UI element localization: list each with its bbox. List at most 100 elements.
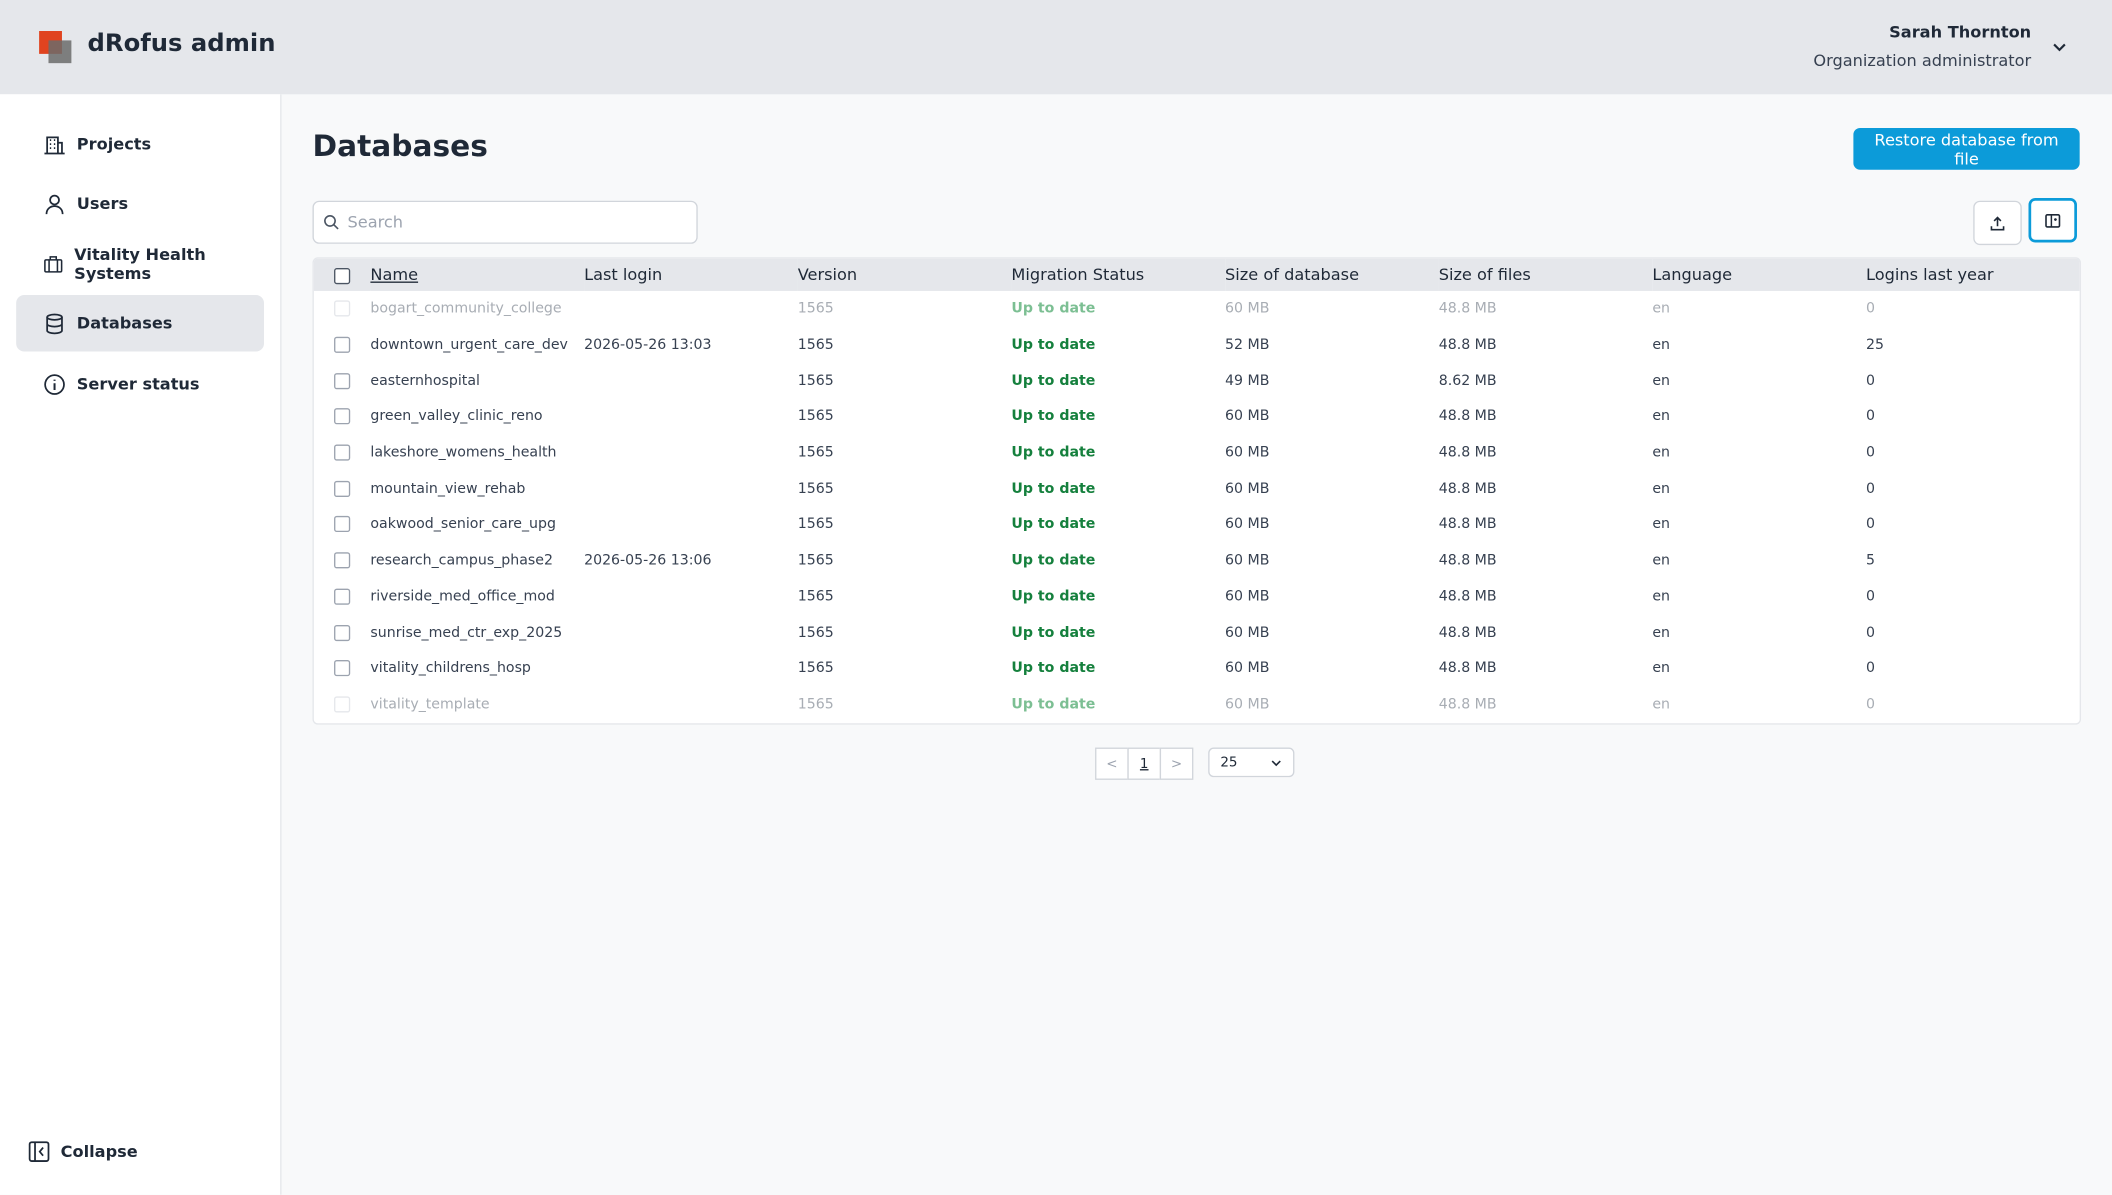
cell: 60 MB [1225, 588, 1270, 605]
checkbox[interactable] [334, 516, 351, 533]
table-row: vitality_template 1565 Up to date 60 MB 48.8… [314, 686, 2080, 722]
cell: 25 [1866, 336, 1885, 353]
nav-item[interactable]: Server status [16, 356, 264, 413]
row-select[interactable] [314, 579, 371, 615]
checkbox[interactable] [334, 660, 351, 677]
cell: 1565 [797, 300, 834, 317]
cell: en [1652, 552, 1671, 569]
user-role: Organization administrator [1813, 51, 2032, 71]
cell: 1565 [797, 660, 834, 677]
cell: Up to date [1011, 372, 1096, 389]
search-input[interactable]: Search [312, 200, 698, 244]
next-page[interactable]: > [1159, 747, 1194, 780]
cell: 0 [1866, 408, 1876, 425]
checkbox[interactable] [334, 408, 351, 425]
cell: 1565 [797, 372, 834, 389]
table-row[interactable]: lakeshore_womens_health 1565 Up to date 60 … [314, 435, 2080, 471]
nav-label: Server status [76, 374, 200, 394]
table-row[interactable]: green_valley_clinic_reno 1565 Up to date 60… [314, 399, 2080, 435]
cell: 60 MB [1225, 660, 1270, 677]
table-row[interactable]: vitality_childrens_hosp 1565 Up to date 60 … [314, 650, 2080, 686]
checkbox[interactable] [334, 336, 351, 353]
column-label: Version [797, 265, 858, 285]
cell: 0 [1866, 516, 1876, 533]
checkbox[interactable] [334, 552, 351, 569]
nav-item[interactable]: Databases [16, 294, 265, 352]
cell: 1565 [797, 480, 834, 497]
row-select[interactable] [314, 363, 371, 399]
cell: 0 [1866, 696, 1876, 713]
cell: easternhospital [370, 372, 480, 389]
pagination: < 1 > [1095, 747, 1194, 780]
cell: 1565 [797, 516, 834, 533]
row-select[interactable] [314, 507, 371, 543]
row-select[interactable] [314, 327, 371, 363]
user-menu-toggle[interactable] [2051, 39, 2067, 55]
user-name: Sarah Thornton [1889, 22, 2032, 42]
column-header[interactable]: Name [370, 258, 585, 291]
column-header: Logins last year [1866, 258, 2080, 291]
nav-item[interactable]: Users [16, 175, 264, 232]
checkbox[interactable] [334, 480, 351, 497]
row-select[interactable] [314, 543, 371, 579]
table-row[interactable]: riverside_med_office_mod 1565 Up to date 60… [314, 579, 2080, 615]
table-row[interactable]: easternhospital 1565 Up to date 49 MB 8.62 M… [314, 363, 2080, 399]
column-header: Size of files [1438, 258, 1653, 291]
cell [584, 650, 798, 686]
cell: 2026-05-26 13:03 [584, 336, 712, 353]
cell: Up to date [1011, 660, 1096, 677]
cell: downtown_urgent_care_dev [370, 336, 568, 353]
nav-item[interactable]: Vitality Health Systems [16, 236, 264, 293]
cell: en [1652, 624, 1671, 641]
cell: oakwood_senior_care_upg [370, 516, 556, 533]
cell: 0 [1866, 660, 1876, 677]
cell: en [1652, 480, 1671, 497]
cell: Up to date [1011, 516, 1096, 533]
row-select[interactable] [314, 650, 371, 686]
nav-label: Databases [76, 313, 173, 333]
columns-button[interactable] [2028, 198, 2077, 243]
checkbox[interactable] [334, 588, 351, 605]
row-select[interactable] [314, 614, 371, 650]
checkbox[interactable] [334, 372, 351, 389]
restore-button[interactable]: Restore database from file [1853, 127, 2080, 170]
cell: 0 [1866, 480, 1876, 497]
cell [584, 471, 798, 507]
table-row[interactable]: mountain_view_rehab 1565 Up to date 60 MB 48… [314, 471, 2080, 507]
brand[interactable]: dRofus admin [87, 29, 276, 58]
table-row[interactable]: downtown_urgent_care_dev 2026-05-26 13:03… [314, 327, 2080, 363]
cell: 1565 [797, 444, 834, 461]
table-row[interactable]: research_campus_phase2 2026-05-26 13:06 15… [314, 543, 2080, 579]
checkbox[interactable] [334, 444, 351, 461]
cell: en [1652, 660, 1671, 677]
cell: en [1652, 516, 1671, 533]
page-number[interactable]: 1 [1127, 747, 1162, 780]
cell [584, 507, 798, 543]
collapse-button[interactable]: Collapse [28, 1141, 138, 1163]
row-select[interactable] [314, 399, 371, 435]
prev-page[interactable]: < [1095, 747, 1129, 780]
checkbox[interactable] [334, 624, 351, 641]
select-all[interactable] [313, 258, 371, 291]
cell: 1565 [797, 588, 834, 605]
cell: 1565 [797, 696, 834, 713]
table-row[interactable]: oakwood_senior_care_upg 1565 Up to date 60 … [314, 507, 2080, 543]
cell: 60 MB [1225, 408, 1270, 425]
table-row[interactable]: sunrise_med_ctr_exp_2025 1565 Up to date 60… [314, 614, 2080, 650]
cell [584, 435, 798, 471]
cell: 60 MB [1225, 624, 1270, 641]
cell: 60 MB [1225, 300, 1270, 317]
sidebar: Projects Users Vitality Health Systems D… [0, 94, 282, 1195]
cell: 8.62 MB [1438, 372, 1497, 389]
column-header: Language [1652, 258, 1867, 291]
row-select[interactable] [314, 471, 371, 507]
column-label: Language [1652, 265, 1733, 285]
nav-item[interactable]: Projects [16, 116, 264, 173]
page-size-select[interactable]: 25 [1208, 747, 1295, 778]
cell: Up to date [1011, 336, 1096, 353]
row-select[interactable] [314, 435, 371, 471]
column-header: Last login [584, 258, 798, 291]
cell: 0 [1866, 300, 1876, 317]
export-button[interactable] [1973, 200, 2022, 246]
